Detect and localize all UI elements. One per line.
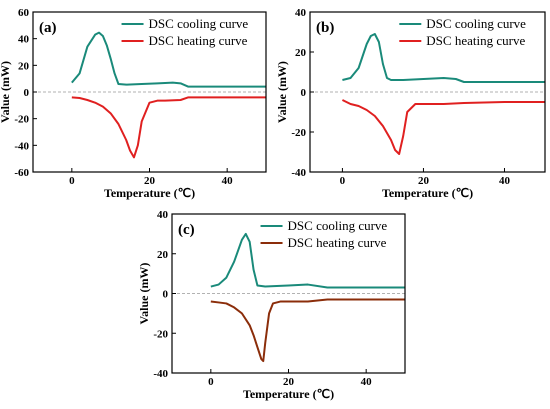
x-tick-label: 20 bbox=[144, 175, 156, 187]
series-line-cooling bbox=[342, 33, 545, 83]
series-line-cooling bbox=[71, 31, 266, 88]
y-tick-label: 0 bbox=[163, 289, 169, 301]
legend-label: DSC heating curve bbox=[288, 235, 387, 250]
y-tick-label: 20 bbox=[157, 249, 169, 261]
y-tick-label: -20 bbox=[291, 127, 306, 139]
x-tick-label: 20 bbox=[418, 175, 430, 187]
y-tick-label: -20 bbox=[153, 328, 168, 340]
legend-label: DSC cooling curve bbox=[288, 218, 388, 233]
x-axis-label: Temperature (℃) bbox=[104, 186, 195, 200]
panel-label: (c) bbox=[178, 222, 195, 238]
legend-label: DSC cooling curve bbox=[426, 16, 526, 31]
panel-label: (a) bbox=[39, 20, 57, 36]
x-axis-label: Temperature (℃) bbox=[382, 186, 473, 200]
x-tick-label: 40 bbox=[361, 376, 373, 388]
panel-label: (b) bbox=[316, 20, 334, 36]
legend-label: DSC heating curve bbox=[149, 33, 248, 48]
y-tick-label: 40 bbox=[157, 209, 169, 221]
y-tick-label: 20 bbox=[18, 60, 30, 72]
y-tick-label: -20 bbox=[14, 114, 29, 126]
y-tick-label: -40 bbox=[14, 140, 29, 152]
x-tick-label: 0 bbox=[69, 175, 75, 187]
y-tick-label: -40 bbox=[291, 167, 306, 179]
series-line-cooling bbox=[210, 232, 405, 289]
y-tick-label: 40 bbox=[295, 7, 307, 19]
x-tick-label: 40 bbox=[222, 175, 234, 187]
y-tick-label: 20 bbox=[295, 47, 307, 59]
y-tick-label: 0 bbox=[24, 87, 30, 99]
y-tick-label: 0 bbox=[301, 87, 307, 99]
legend-label: DSC cooling curve bbox=[149, 16, 249, 31]
x-axis-label: Temperature (℃) bbox=[243, 387, 334, 401]
chart-panel-c: 0 20 40 -40 -20 0 20 40 Temperature (℃) Value (mW… bbox=[137, 209, 406, 401]
series-line-heating bbox=[71, 96, 266, 159]
chart-panel-a: 0 20 40 -60 -40 -20 0 20 40 60 Temperature (℃) Valu… bbox=[0, 7, 267, 200]
series-line-heating bbox=[341, 99, 545, 155]
x-tick-label: 20 bbox=[283, 376, 295, 388]
series-line-heating bbox=[210, 298, 405, 363]
y-axis-label: Value (mW) bbox=[275, 61, 289, 123]
y-tick-label: 60 bbox=[18, 7, 30, 19]
x-tick-label: 40 bbox=[499, 175, 511, 187]
y-tick-label: 40 bbox=[18, 34, 30, 46]
legend-label: DSC heating curve bbox=[426, 33, 525, 48]
chart-panel-b: 0 20 40 -40 -20 0 20 40 Temperature (℃) Value (mW… bbox=[275, 7, 546, 200]
y-tick-label: -40 bbox=[153, 368, 168, 380]
y-tick-label: -60 bbox=[14, 167, 29, 179]
x-tick-label: 0 bbox=[208, 376, 214, 388]
x-tick-label: 0 bbox=[340, 175, 346, 187]
y-axis-label: Value (mW) bbox=[137, 263, 151, 325]
y-axis-label: Value (mW) bbox=[0, 61, 12, 123]
